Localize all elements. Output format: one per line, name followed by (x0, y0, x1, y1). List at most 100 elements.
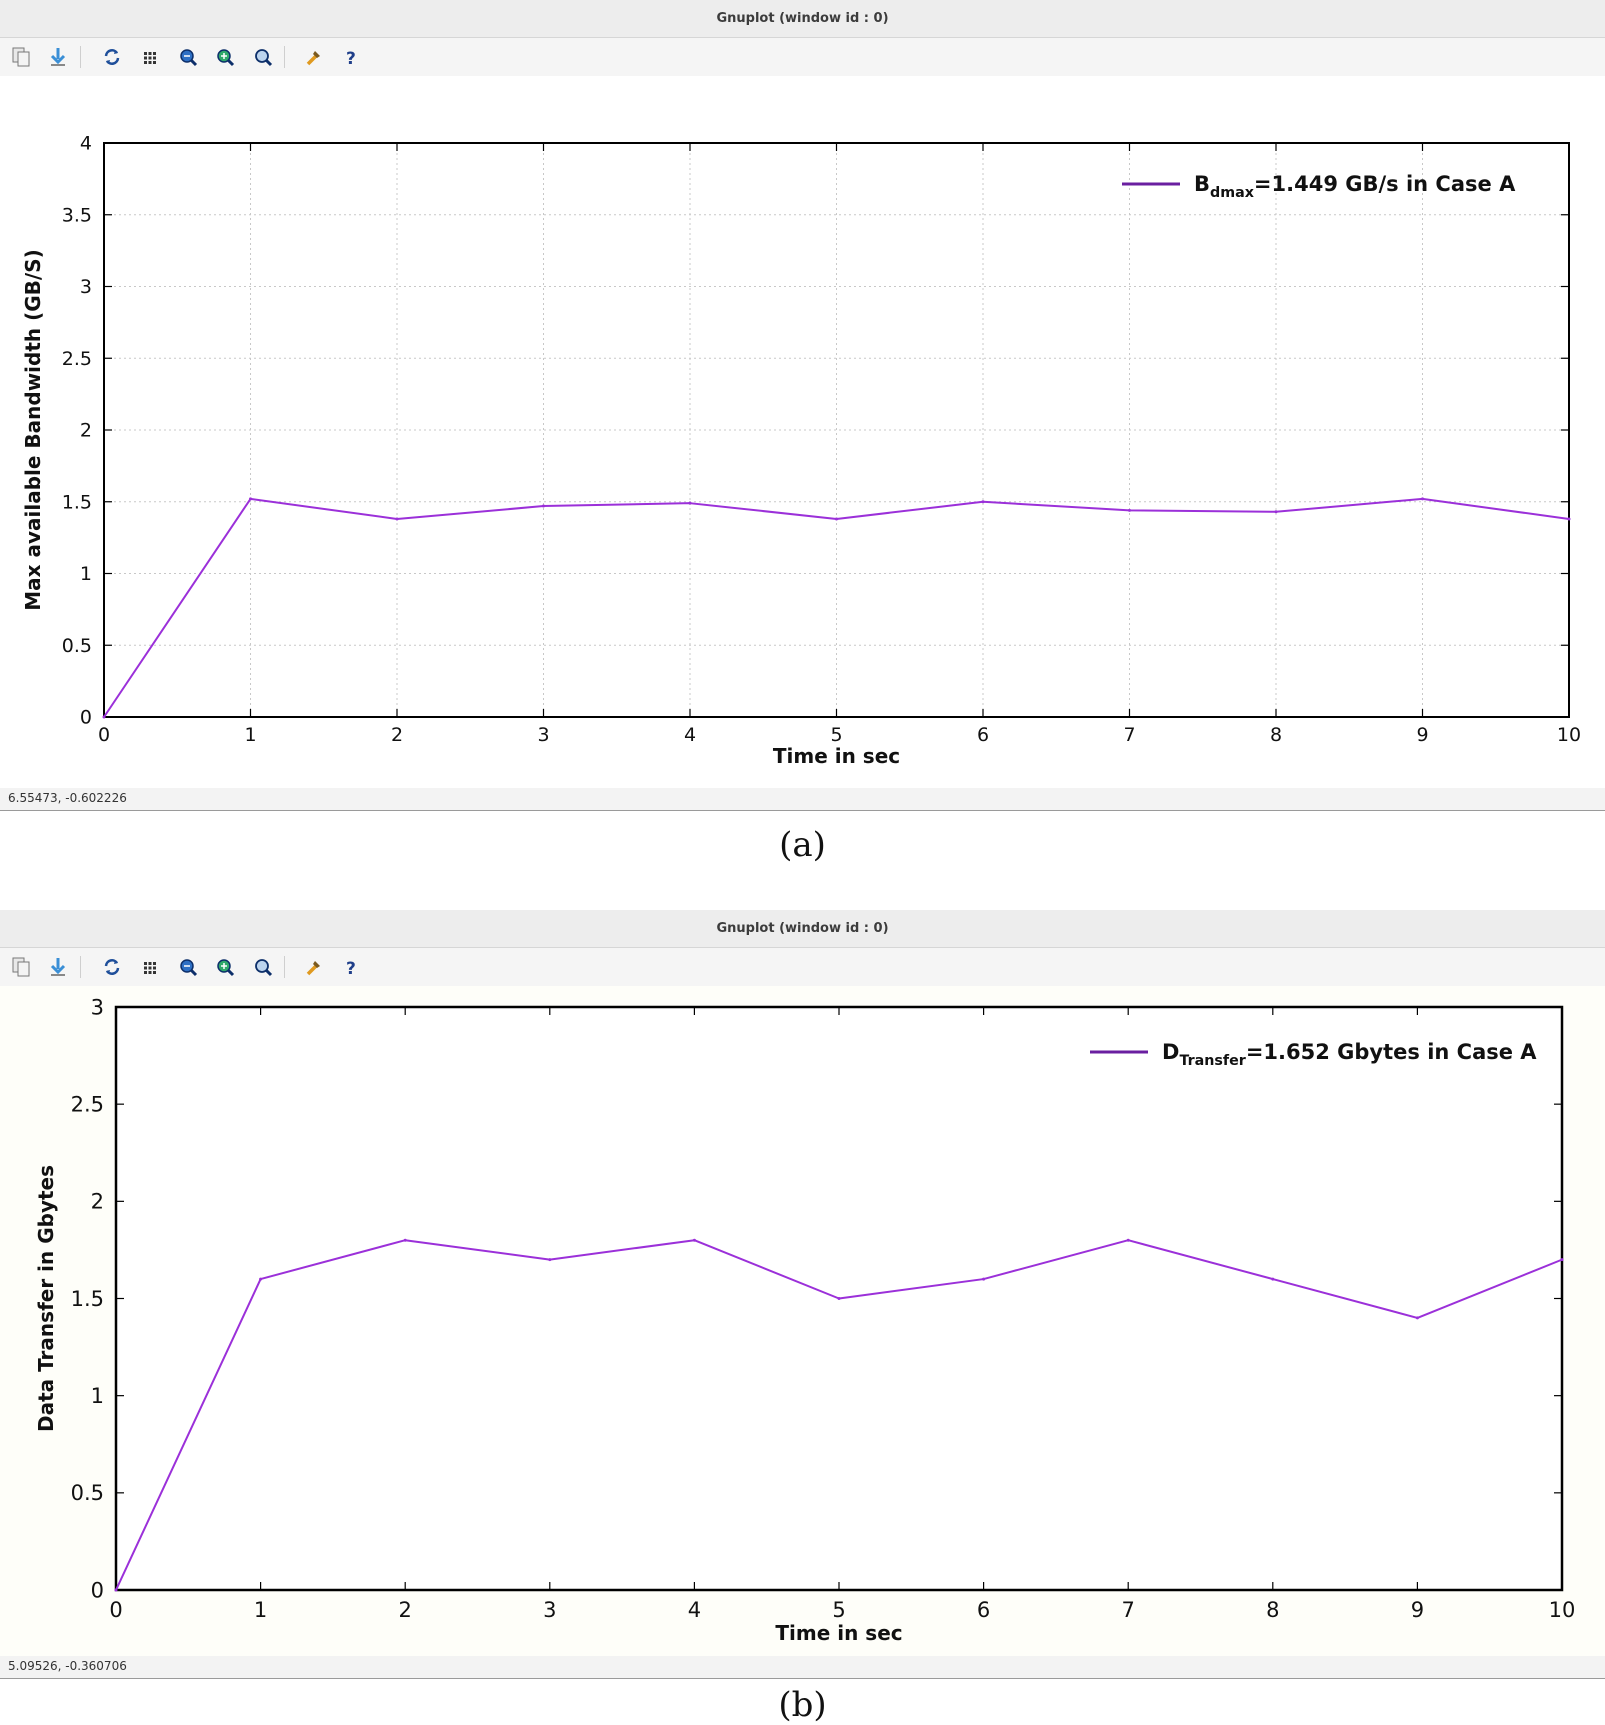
x-tick-label: 9 (1416, 724, 1428, 746)
data-point (692, 1238, 696, 1242)
legend-label: Bdmax=1.449 GB/s in Case A (1194, 172, 1516, 201)
y-tick-label: 3 (80, 276, 92, 298)
data-point (837, 1297, 841, 1300)
replot-icon[interactable] (99, 44, 125, 70)
window-titlebar: Gnuplot (window id : 0) (0, 0, 1605, 38)
svg-text:?: ? (346, 959, 356, 979)
plot-area[interactable]: 0 1 2 3 4 5 6 7 8 9 10 0 0.5 1 1.5 2 2.5 3 Time in sec Data… (0, 986, 1605, 1656)
data-point (981, 500, 985, 504)
export-icon[interactable] (45, 954, 71, 980)
x-tick-label: 4 (688, 1598, 701, 1622)
zoom-next-icon[interactable] (212, 44, 238, 70)
grid-icon[interactable] (137, 44, 163, 70)
data-point (1415, 1316, 1419, 1320)
x-axis-label: Time in sec (775, 1621, 902, 1645)
data-point (1274, 510, 1278, 514)
statusbar: 6.55473, -0.602226 (0, 788, 1605, 811)
toolbar-separator (284, 956, 285, 978)
x-tick-label: 9 (1411, 1598, 1424, 1622)
x-tick-label: 0 (109, 1598, 122, 1622)
toolbar-separator (284, 46, 285, 68)
legend-rest: =1.652 Gbytes in Case A (1246, 1040, 1537, 1064)
y-tick-label: 2 (80, 420, 92, 442)
caption-b: (b) (778, 1685, 827, 1725)
x-tick-label: 0 (98, 724, 110, 746)
x-tick-label: 5 (830, 724, 842, 746)
data-point (542, 504, 545, 508)
x-tick-label: 1 (244, 724, 256, 746)
y-tick-label: 2.5 (71, 1093, 104, 1117)
plot-area[interactable]: 0 1 2 3 4 5 6 7 8 9 10 0 0.5 1 1.5 2 2.5 3 3.5 4 Time in sec… (0, 76, 1605, 788)
y-tick-label: 3 (91, 995, 104, 1019)
data-point (259, 1277, 263, 1281)
x-tick-label: 3 (543, 1598, 556, 1622)
y-tick-label: 1.5 (71, 1287, 104, 1311)
data-point (395, 517, 399, 521)
y-tick-label: 0.5 (62, 635, 92, 657)
y-tick-label: 2.5 (62, 348, 92, 370)
legend-label: DTransfer=1.652 Gbytes in Case A (1162, 1040, 1537, 1069)
y-tick-label: 0 (91, 1578, 104, 1602)
copy-icon[interactable] (8, 954, 34, 980)
data-point (1128, 508, 1131, 512)
y-tick-label: 2 (91, 1190, 104, 1214)
options-icon[interactable] (301, 44, 327, 70)
export-icon[interactable] (45, 44, 71, 70)
autoscale-icon[interactable] (250, 44, 276, 70)
data-point (1567, 517, 1571, 521)
zoom-next-icon[interactable] (212, 954, 238, 980)
data-point (114, 1588, 118, 1592)
x-tick-label: 1 (254, 1598, 267, 1622)
x-tick-label: 3 (537, 724, 549, 746)
data-point (548, 1258, 552, 1262)
zoom-previous-icon[interactable] (175, 954, 201, 980)
autoscale-icon[interactable] (250, 954, 276, 980)
gnuplot-window-b: Gnuplot (window id : 0) ? 0 1 2 3 4 5 6 7 8 9 10 0 0… (0, 910, 1605, 1680)
x-axis-label: Time in sec (773, 744, 900, 768)
x-tick-label: 10 (1557, 724, 1581, 746)
y-tick-label: 3.5 (62, 204, 92, 226)
data-point (1126, 1238, 1130, 1242)
y-tick-label: 4 (80, 133, 92, 155)
data-point (835, 517, 838, 521)
data-point (1560, 1258, 1564, 1262)
help-icon[interactable]: ? (338, 954, 364, 980)
x-tick-label: 8 (1266, 1598, 1279, 1622)
y-tick-label: 1 (91, 1384, 104, 1408)
x-tick-label: 7 (1123, 724, 1135, 746)
window-titlebar: Gnuplot (window id : 0) (0, 910, 1605, 948)
x-tick-label: 2 (391, 724, 403, 746)
x-tick-label: 6 (977, 1598, 990, 1622)
options-icon[interactable] (301, 954, 327, 980)
svg-text:?: ? (346, 49, 356, 69)
legend-subscript: dmax (1210, 185, 1254, 201)
data-point (249, 497, 252, 501)
window-title: Gnuplot (window id : 0) (716, 11, 889, 26)
data-point (102, 715, 106, 719)
toolbar: ? (0, 38, 1605, 76)
window-title: Gnuplot (window id : 0) (716, 921, 889, 936)
x-tick-label: 6 (977, 724, 989, 746)
legend-rest: =1.449 GB/s in Case A (1254, 172, 1516, 196)
caption-a: (a) (779, 825, 826, 865)
data-point (1421, 497, 1424, 501)
data-point (403, 1238, 407, 1242)
y-tick-label: 1 (80, 563, 92, 585)
y-tick-label: 0 (80, 707, 92, 729)
y-axis-label: Max available Bandwidth (GB/S) (21, 249, 45, 611)
toolbar: ? (0, 948, 1605, 986)
y-tick-label: 1.5 (62, 491, 92, 513)
grid-icon[interactable] (137, 954, 163, 980)
cursor-coordinates: 6.55473, -0.602226 (8, 791, 127, 805)
cursor-coordinates: 5.09526, -0.360706 (8, 1659, 127, 1673)
statusbar: 5.09526, -0.360706 (0, 1656, 1605, 1679)
y-tick-label: 0.5 (71, 1481, 104, 1505)
help-icon[interactable]: ? (338, 44, 364, 70)
legend-main: D (1162, 1040, 1179, 1064)
copy-icon[interactable] (8, 44, 34, 70)
toolbar-separator (80, 46, 81, 68)
data-point (688, 501, 692, 505)
toolbar-separator (80, 956, 81, 978)
zoom-previous-icon[interactable] (175, 44, 201, 70)
replot-icon[interactable] (99, 954, 125, 980)
